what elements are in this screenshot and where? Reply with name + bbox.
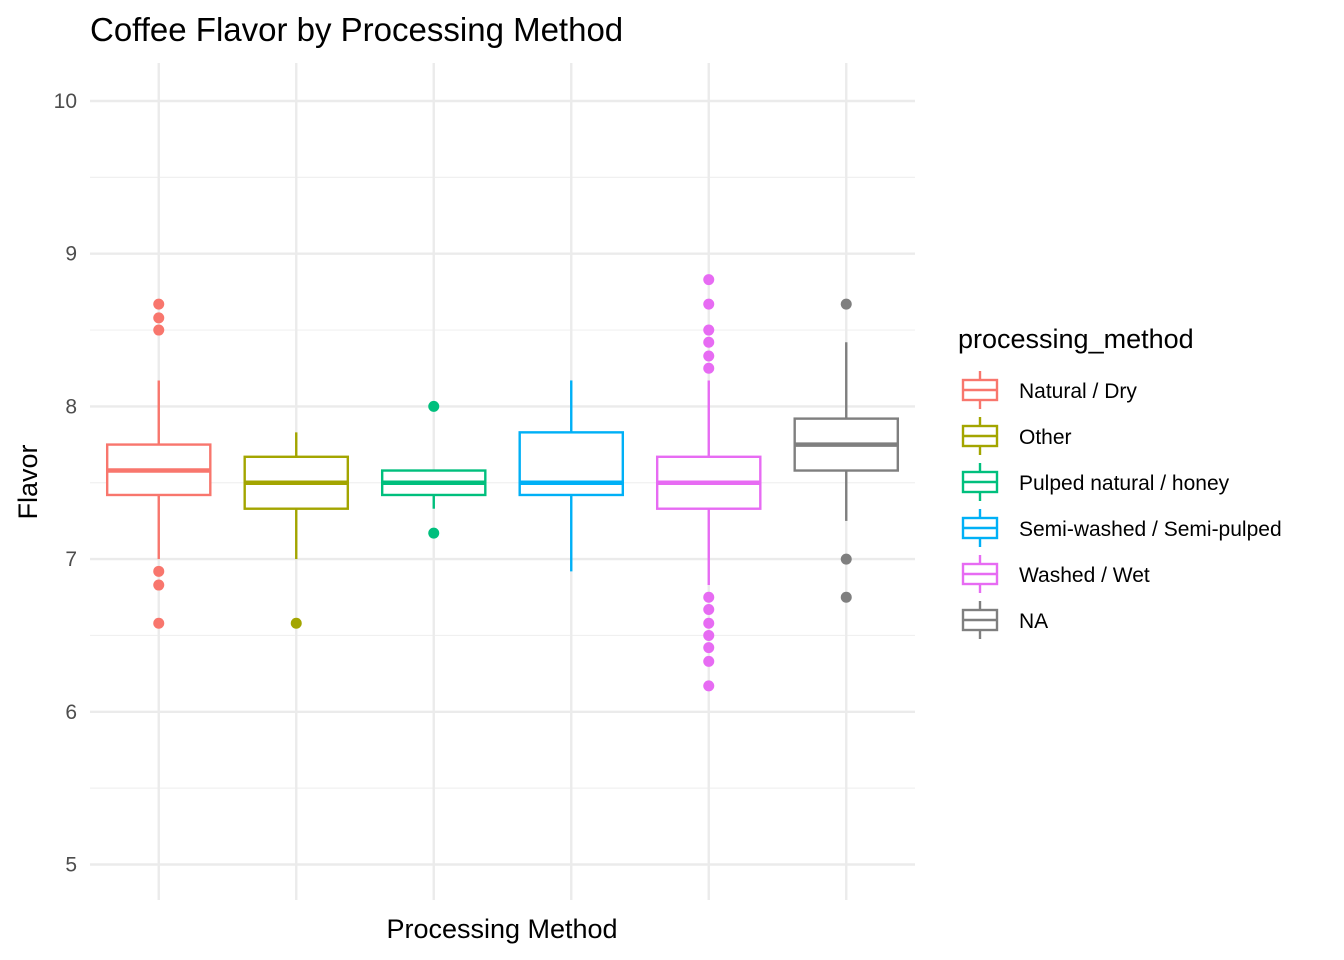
outlier-point bbox=[153, 298, 165, 310]
legend-key bbox=[961, 463, 999, 501]
y-tick-label: 6 bbox=[65, 701, 77, 724]
box-group bbox=[105, 298, 212, 629]
outlier-point bbox=[153, 579, 165, 591]
outlier-point bbox=[703, 324, 715, 336]
outlier-point bbox=[703, 274, 715, 286]
outlier-point bbox=[290, 617, 302, 629]
y-axis-ticks: 5 6 7 8 9 10 bbox=[54, 90, 77, 877]
outlier-point bbox=[840, 553, 852, 565]
y-tick-label: 7 bbox=[65, 548, 77, 571]
legend-key bbox=[961, 417, 999, 455]
legend-label: NA bbox=[1019, 610, 1048, 633]
outlier-point bbox=[703, 591, 715, 603]
outlier-point bbox=[153, 312, 165, 324]
outlier-point bbox=[703, 336, 715, 348]
grid bbox=[90, 63, 915, 900]
outlier-point bbox=[840, 591, 852, 603]
box-group bbox=[793, 298, 900, 603]
outlier-point bbox=[428, 400, 440, 412]
plot-area bbox=[105, 274, 900, 692]
outlier-point bbox=[703, 298, 715, 310]
outlier-point bbox=[703, 362, 715, 374]
outlier-point bbox=[703, 617, 715, 629]
legend-key bbox=[961, 555, 999, 593]
box-group bbox=[243, 432, 350, 629]
legend: processing_method Natural / Dry Other Pulp… bbox=[958, 324, 1282, 639]
box-group bbox=[380, 400, 487, 539]
outlier-point bbox=[153, 617, 165, 629]
outlier-point bbox=[703, 350, 715, 362]
box-group bbox=[518, 380, 625, 572]
legend-label: Washed / Wet bbox=[1019, 564, 1150, 587]
legend-key bbox=[961, 371, 999, 409]
y-tick-label: 9 bbox=[65, 243, 77, 266]
outlier-point bbox=[428, 527, 440, 539]
legend-label: Pulped natural / honey bbox=[1019, 472, 1230, 495]
legend-key bbox=[961, 601, 999, 639]
box-group bbox=[655, 274, 762, 692]
legend-key bbox=[961, 509, 999, 547]
outlier-point bbox=[153, 565, 165, 577]
y-axis-title: Flavor bbox=[13, 444, 43, 519]
outlier-point bbox=[703, 642, 715, 654]
legend-label: Other bbox=[1019, 426, 1072, 449]
outlier-point bbox=[153, 324, 165, 336]
chart-title: Coffee Flavor by Processing Method bbox=[90, 11, 623, 48]
x-axis-title: Processing Method bbox=[386, 914, 617, 944]
outlier-point bbox=[703, 629, 715, 641]
legend-label: Semi-washed / Semi-pulped bbox=[1019, 518, 1282, 541]
y-tick-label: 8 bbox=[65, 395, 77, 418]
legend-title: processing_method bbox=[958, 324, 1194, 354]
outlier-point bbox=[840, 298, 852, 310]
y-tick-label: 5 bbox=[65, 854, 77, 877]
outlier-point bbox=[703, 655, 715, 667]
legend-label: Natural / Dry bbox=[1019, 380, 1137, 403]
outlier-point bbox=[703, 680, 715, 692]
y-tick-label: 10 bbox=[54, 90, 77, 113]
box bbox=[518, 431, 625, 497]
outlier-point bbox=[703, 603, 715, 615]
